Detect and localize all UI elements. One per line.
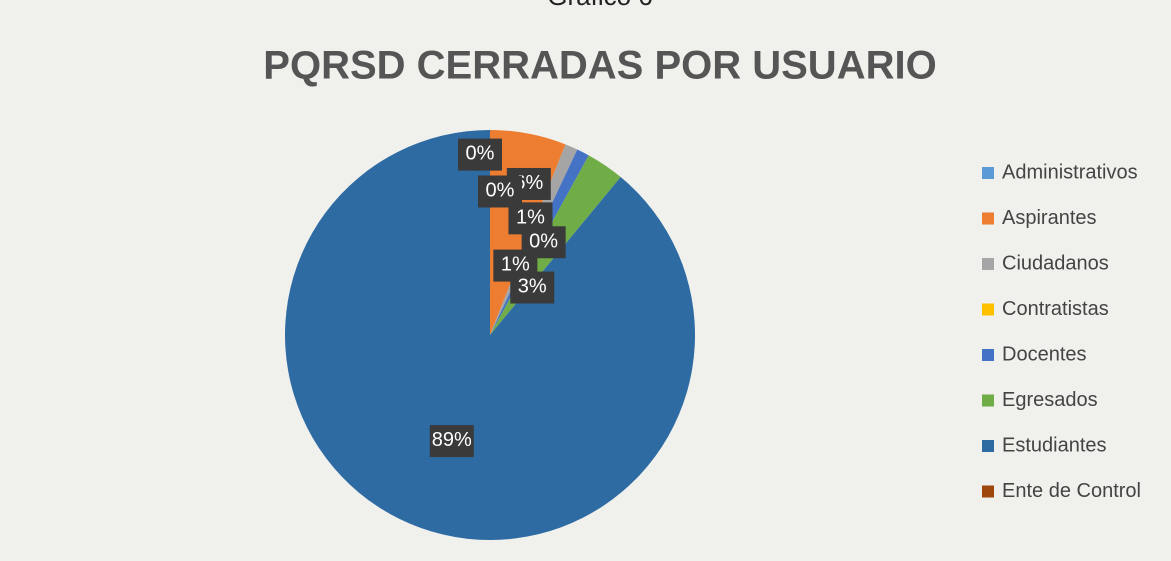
- legend-label: Estudiantes: [1002, 434, 1107, 456]
- data-label-value: 0: [486, 180, 497, 202]
- data-label-value: 0: [466, 143, 477, 165]
- data-label-unit: %: [454, 429, 472, 451]
- legend-swatch: [982, 440, 994, 452]
- data-label: 1%: [501, 254, 530, 276]
- data-label-unit: %: [497, 180, 515, 202]
- data-label: 0%: [486, 180, 515, 202]
- data-label-value: 1: [516, 207, 527, 229]
- data-label-unit: %: [512, 254, 530, 276]
- data-label-unit: %: [540, 231, 558, 253]
- data-label: 1%: [516, 207, 545, 229]
- chart-title: PQRSD CERRADAS POR USUARIO: [263, 44, 936, 88]
- data-label: 0%: [466, 143, 495, 165]
- data-label: 89%: [432, 429, 472, 451]
- data-label-box: [510, 271, 555, 304]
- legend-swatch: [982, 212, 994, 225]
- data-label-value: 1: [501, 254, 512, 276]
- legend-label: Egresados: [1002, 389, 1098, 411]
- data-label-unit: %: [477, 143, 495, 165]
- caption: Gráfico 6: [547, 0, 653, 11]
- legend-label: Ciudadanos: [1002, 252, 1109, 274]
- data-label-unit: %: [525, 172, 543, 194]
- legend-label: Docentes: [1002, 343, 1087, 365]
- data-label-unit: %: [527, 207, 545, 229]
- pie-slice: [285, 130, 695, 540]
- data-label: 0%: [529, 231, 558, 253]
- data-label-box: [429, 425, 474, 458]
- data-label: 3%: [518, 276, 547, 298]
- legend-swatch: [982, 485, 994, 498]
- data-label-value: 0: [529, 231, 540, 253]
- legend-label: Administrativos: [1002, 161, 1138, 183]
- legend-label: Ente de Control: [1002, 480, 1141, 502]
- data-label-box: [478, 175, 522, 208]
- legend-swatch: [982, 258, 994, 270]
- data-label-value: 89: [432, 429, 454, 451]
- legend-swatch: [982, 167, 994, 179]
- legend-swatch: [982, 349, 994, 361]
- data-label-unit: %: [529, 276, 547, 298]
- data-label-value: 3: [518, 276, 529, 298]
- legend-label: Aspirantes: [1002, 207, 1097, 229]
- legend-swatch: [982, 394, 994, 407]
- legend-label: Contratistas: [1002, 298, 1109, 320]
- data-label-box: [458, 138, 502, 171]
- legend-swatch: [982, 303, 994, 316]
